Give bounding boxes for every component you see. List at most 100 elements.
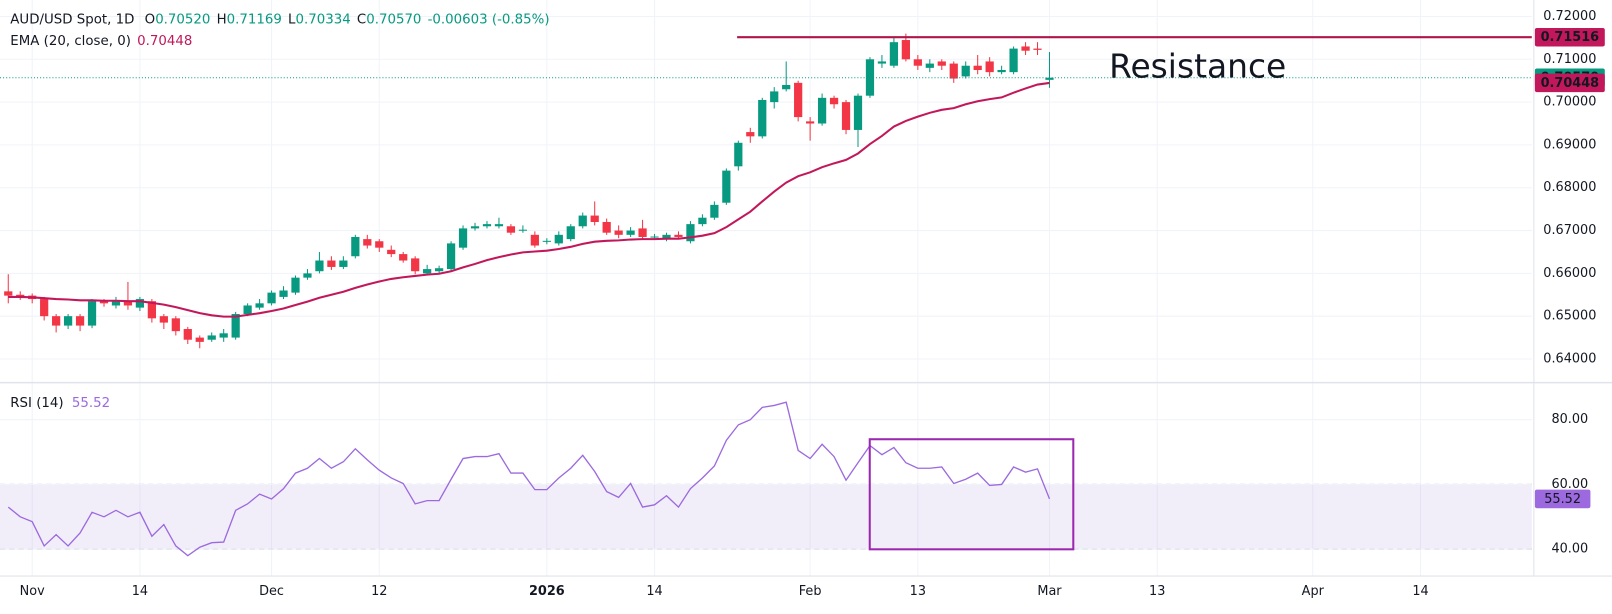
rsi-header: RSI (14) 55.52 xyxy=(10,396,110,411)
candle-body xyxy=(925,63,934,68)
candle-body xyxy=(243,305,252,315)
candle-body xyxy=(171,318,180,332)
candle-body xyxy=(411,258,420,272)
ema-line xyxy=(8,81,1050,318)
x-tick-label: 14 xyxy=(1412,584,1428,599)
candle-body xyxy=(662,234,671,240)
candle-body xyxy=(135,299,145,308)
candle-body xyxy=(518,229,528,231)
ema-name: EMA (20, close, 0) xyxy=(10,34,131,49)
candle-body xyxy=(937,61,946,66)
highlight-box xyxy=(868,438,1075,551)
candle-body xyxy=(458,228,468,248)
candle-body xyxy=(985,61,994,73)
candle-body xyxy=(602,221,611,233)
candle-body xyxy=(231,314,240,338)
candle-body xyxy=(363,239,372,246)
candle-body xyxy=(961,65,970,77)
candle-body xyxy=(207,335,216,340)
candle-body xyxy=(315,260,324,272)
candle-body xyxy=(16,294,25,297)
y-tick-label: 0.66000 xyxy=(1543,266,1596,281)
candle-body xyxy=(279,290,288,297)
candle-body xyxy=(614,230,623,235)
candle-body xyxy=(399,254,408,261)
candle-body xyxy=(566,226,575,240)
candle-body xyxy=(997,69,1006,73)
candle-body xyxy=(638,228,647,237)
candle-body xyxy=(829,97,839,105)
header: AUD/USD Spot, 1D O0.70520 H0.71169 L0.70334… xyxy=(10,13,549,28)
candle-body xyxy=(686,224,695,242)
candle-body xyxy=(913,59,922,66)
price-label: 0.70448 xyxy=(1541,76,1600,91)
rsi-value: 55.52 xyxy=(72,396,110,411)
candle-body xyxy=(219,333,228,338)
symbol-title: AUD/USD Spot, 1D xyxy=(10,13,134,28)
x-tick-label: Mar xyxy=(1037,584,1062,599)
candle-body xyxy=(554,234,563,244)
candle-body xyxy=(674,234,683,237)
candle-body xyxy=(195,337,204,342)
candle-body xyxy=(303,273,312,278)
candle-body xyxy=(877,61,887,64)
candle-body xyxy=(147,301,156,319)
y-tick-label: 0.72000 xyxy=(1543,9,1596,24)
rsi-label-box xyxy=(1534,489,1591,509)
candle-body xyxy=(817,97,827,124)
grid xyxy=(0,0,1532,577)
candle-body xyxy=(255,303,264,308)
candle-body xyxy=(99,301,109,304)
ema-header: EMA (20, close, 0) 0.70448 xyxy=(10,34,192,49)
candle-body xyxy=(710,204,719,218)
legend-key: C xyxy=(357,13,366,28)
resistance-label: Resistance xyxy=(1109,46,1286,85)
candle-body xyxy=(482,224,492,227)
candle-body xyxy=(52,316,61,326)
rsi-name: RSI (14) xyxy=(10,396,63,411)
candle-body xyxy=(494,224,504,227)
candle-body xyxy=(1045,77,1054,80)
rsi-tick-label: 80.00 xyxy=(1551,412,1588,427)
x-tick-label: 14 xyxy=(646,584,662,599)
candle-body xyxy=(973,65,982,70)
candle-body xyxy=(698,217,707,225)
legend-key: L xyxy=(288,13,296,28)
candle-body xyxy=(123,301,133,306)
candle-body xyxy=(853,95,863,130)
price-label-box xyxy=(1534,27,1605,47)
candle-body xyxy=(949,63,958,79)
rsi-label: 55.52 xyxy=(1544,492,1581,507)
legend-value: 0.70520 xyxy=(155,13,210,28)
candle-body xyxy=(650,236,659,238)
rsi-line xyxy=(7,401,1051,557)
candle-body xyxy=(4,291,13,296)
y-tick-label: 0.70000 xyxy=(1543,95,1596,110)
x-tick-label: Feb xyxy=(799,584,822,599)
candle-body xyxy=(841,102,851,130)
y-tick-label: 0.65000 xyxy=(1543,309,1596,324)
candle-body xyxy=(267,292,276,304)
candle-body xyxy=(111,301,121,306)
x-tick-label: 12 xyxy=(371,584,387,599)
legend-value: 0.70334 xyxy=(295,13,350,28)
rsi-tick-label: 60.00 xyxy=(1551,477,1588,492)
ema-value: 0.70448 xyxy=(137,34,192,49)
x-tick-label: Apr xyxy=(1302,584,1325,599)
candle-body xyxy=(590,215,599,222)
y-tick-label: 0.67000 xyxy=(1543,223,1596,238)
legend-change: -0.00603 (-0.85%) xyxy=(428,13,550,28)
candle-body xyxy=(1021,46,1030,51)
candle-body xyxy=(40,299,49,317)
plot-area xyxy=(0,33,1532,557)
candle-body xyxy=(530,234,539,246)
candle-body xyxy=(506,226,516,233)
candle-body xyxy=(734,142,743,167)
y-tick-label: 0.69000 xyxy=(1543,137,1596,152)
candle-body xyxy=(770,91,779,103)
x-tick-label: 13 xyxy=(1149,584,1165,599)
candle-body xyxy=(291,277,300,293)
candle-body xyxy=(327,260,336,267)
y-tick-label: 0.71000 xyxy=(1543,52,1596,67)
